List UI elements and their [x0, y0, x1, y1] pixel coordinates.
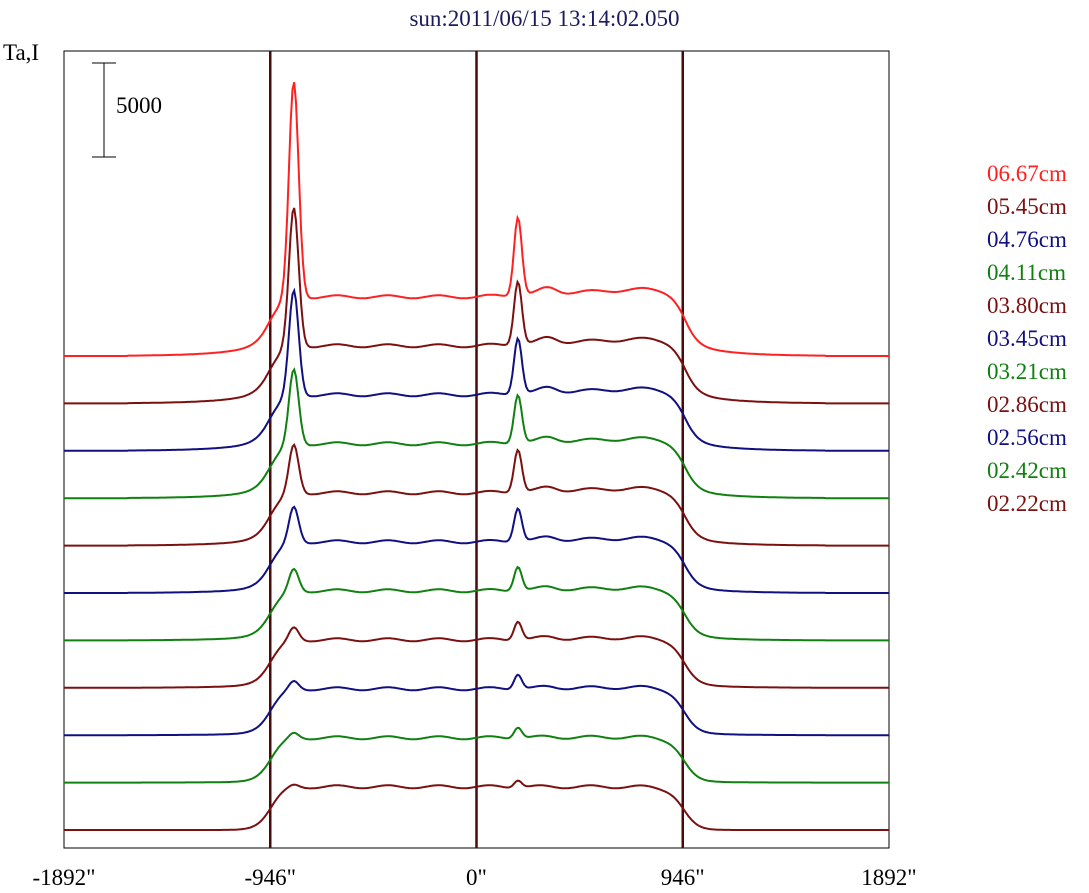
series-line-04-11cm	[64, 367, 889, 500]
chart-title: sun:2011/06/15 13:14:02.050	[409, 6, 680, 31]
x-tick-label: 0"	[466, 865, 487, 890]
series-line-03-80cm	[64, 442, 889, 547]
y-axis-label: Ta,I	[3, 40, 40, 65]
series-line-02-86cm	[64, 620, 889, 689]
x-tick-label: 946"	[660, 865, 705, 890]
legend-item: 03.80cm	[987, 293, 1067, 318]
legend-item: 02.42cm	[987, 458, 1067, 483]
series-line-03-45cm	[64, 505, 889, 594]
legend-item: 02.22cm	[987, 491, 1067, 516]
series-line-05-45cm	[64, 207, 889, 405]
legend-item: 03.45cm	[987, 326, 1067, 351]
legend-item: 04.76cm	[987, 227, 1067, 252]
series-line-03-21cm	[64, 565, 889, 642]
legend-item: 03.21cm	[987, 359, 1067, 384]
legend-item: 06.67cm	[987, 161, 1067, 186]
x-tick-label: -946"	[244, 865, 297, 890]
legend-item: 05.45cm	[987, 194, 1067, 219]
x-tick-label: 1892"	[861, 865, 917, 890]
legend-item: 02.56cm	[987, 425, 1067, 450]
legend-item: 04.11cm	[987, 260, 1066, 285]
scale-bar-label: 5000	[116, 93, 162, 118]
series-line-02-42cm	[64, 726, 889, 784]
series-line-04-76cm	[64, 287, 889, 452]
series-line-02-22cm	[64, 779, 889, 831]
x-tick-label: -1892"	[32, 865, 96, 890]
series-line-02-56cm	[64, 673, 889, 737]
series-line-06-67cm	[64, 81, 889, 357]
legend-item: 02.86cm	[987, 392, 1067, 417]
